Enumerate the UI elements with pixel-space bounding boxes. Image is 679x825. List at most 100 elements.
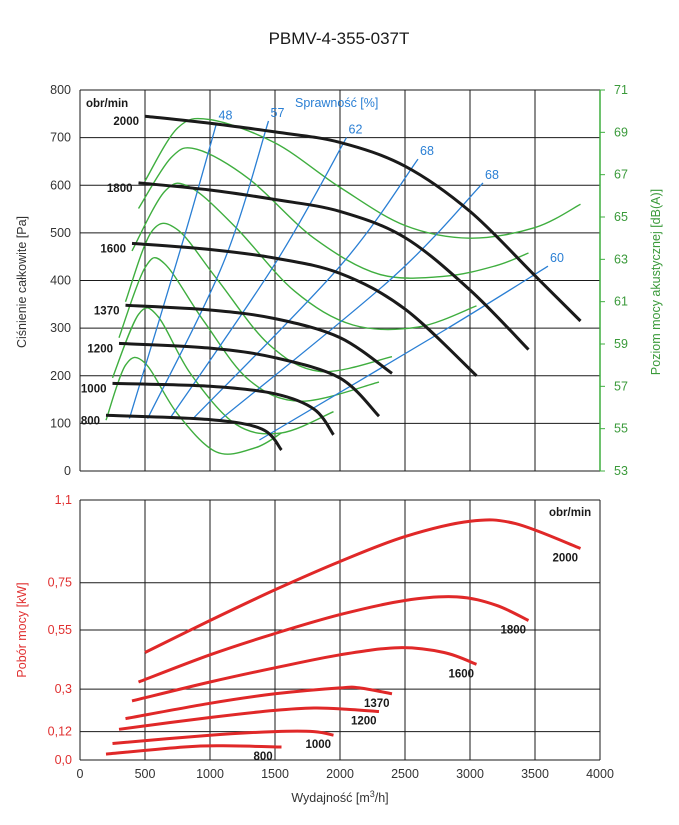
pressure-y-tick-label: 300 bbox=[50, 321, 71, 335]
power-y-tick-label: 0,12 bbox=[48, 725, 72, 739]
x-tick-label: 1000 bbox=[196, 767, 224, 781]
pressure-y-tick-label: 600 bbox=[50, 178, 71, 192]
pressure-y-tick-label: 700 bbox=[50, 131, 71, 145]
x-axis-label-sup: 3 bbox=[370, 789, 375, 799]
sound-y-tick-label: 53 bbox=[614, 464, 628, 478]
power-curve-label-1370: 1370 bbox=[364, 698, 390, 710]
sound-y-tick-label: 55 bbox=[614, 422, 628, 436]
pressure-curve-800 bbox=[105, 413, 283, 452]
efficiency-line-0 bbox=[128, 123, 218, 419]
sound-y-tick-label: 63 bbox=[614, 252, 628, 266]
x-axis-label-text: Wydajność [m bbox=[291, 791, 369, 805]
efficiency-line-2 bbox=[169, 137, 348, 419]
pressure-y-tick-label: 200 bbox=[50, 369, 71, 383]
x-tick-label: 3000 bbox=[456, 767, 484, 781]
pressure-curve-1200 bbox=[118, 341, 381, 418]
sound-y-tick-label: 71 bbox=[614, 83, 628, 97]
pressure-curve-label-1600: 1600 bbox=[100, 243, 126, 255]
sound-y-tick-label: 65 bbox=[614, 210, 628, 224]
sound-y-tick-label: 67 bbox=[614, 168, 628, 182]
pressure-curve-1800 bbox=[138, 181, 530, 351]
efficiency-line-4 bbox=[219, 182, 484, 421]
efficiency-value-label: 68 bbox=[420, 144, 434, 158]
pressure-curve-1600 bbox=[131, 241, 478, 377]
pressure-curve-1000 bbox=[112, 381, 335, 436]
efficiency-label: Sprawność [%] bbox=[295, 96, 378, 110]
power-curve-label-800: 800 bbox=[254, 751, 273, 763]
power-curve-1800 bbox=[137, 595, 530, 684]
sound-y-axis-label: Poziom mocy akustycznej [dB(A)] bbox=[649, 189, 663, 375]
pressure-y-tick-label: 500 bbox=[50, 226, 71, 240]
power-curve-2000 bbox=[144, 518, 582, 654]
power-y-tick-label: 1,1 bbox=[55, 493, 72, 507]
sound-y-tick-label: 69 bbox=[614, 125, 628, 139]
power-chart: 0,0 0,12 0,3 0,55 0,75 1,1 0 500 1000 1500 2000 250… bbox=[15, 493, 614, 805]
x-tick-label: 0 bbox=[77, 767, 84, 781]
x-tick-label: 4000 bbox=[586, 767, 614, 781]
sound-power-curves bbox=[105, 117, 581, 455]
pressure-grid bbox=[79, 89, 601, 472]
x-tick-label: 3500 bbox=[521, 767, 549, 781]
power-curve-1000 bbox=[112, 729, 334, 745]
pressure-curve-label-2000: 2000 bbox=[113, 116, 139, 128]
pressure-y-tick-label: 0 bbox=[64, 464, 71, 478]
power-y-axis-label: Pobór mocy [kW] bbox=[15, 582, 29, 677]
pressure-y-tick-label: 100 bbox=[50, 416, 71, 430]
sound-y-tick-label: 59 bbox=[614, 337, 628, 351]
pressure-curve-1370 bbox=[125, 303, 393, 375]
power-curve-800 bbox=[105, 744, 282, 756]
pressure-rpm-header: obr/min bbox=[86, 98, 128, 110]
sound-y-tick-label: 61 bbox=[614, 295, 628, 309]
efficiency-line-5 bbox=[259, 265, 549, 441]
power-axis-ticks: 0,0 0,12 0,3 0,55 0,75 1,1 0 500 1000 1500 2000 250… bbox=[48, 493, 614, 781]
efficiency-line-1 bbox=[147, 120, 270, 419]
power-curve-1600 bbox=[131, 646, 478, 703]
x-axis-label-end: /h] bbox=[375, 791, 389, 805]
pressure-curve-label-1800: 1800 bbox=[107, 183, 133, 195]
sound-curve-1800 bbox=[137, 147, 529, 279]
sound-curve-800 bbox=[105, 356, 282, 455]
sound-curve-1000 bbox=[111, 307, 334, 435]
power-curve-label-1600: 1600 bbox=[449, 668, 475, 680]
x-tick-label: 500 bbox=[135, 767, 156, 781]
pressure-curve-2000 bbox=[144, 114, 582, 323]
sound-y-tick-label: 57 bbox=[614, 379, 628, 393]
x-axis-label: Wydajność [m3/h] bbox=[291, 789, 388, 805]
efficiency-lines: 48 57 62 68 68 60 bbox=[128, 106, 564, 441]
power-curve-label-1000: 1000 bbox=[306, 739, 332, 751]
pressure-curve-labels: 2000 1800 1600 1370 1200 1000 800 bbox=[81, 116, 139, 427]
efficiency-value-label: 60 bbox=[550, 251, 564, 265]
pressure-chart: 48 57 62 68 68 60 0 100 200 300 400 500 600 700 800 53… bbox=[15, 83, 663, 478]
x-tick-label: 2500 bbox=[391, 767, 419, 781]
power-curve-1200 bbox=[118, 706, 380, 731]
power-curve-1370 bbox=[125, 685, 393, 721]
sound-curve-1600 bbox=[131, 182, 477, 331]
power-curve-label-1200: 1200 bbox=[351, 716, 377, 728]
efficiency-value-label: 57 bbox=[271, 106, 285, 120]
x-tick-label: 1500 bbox=[261, 767, 289, 781]
efficiency-value-label: 62 bbox=[349, 123, 363, 137]
power-y-tick-label: 0,75 bbox=[48, 576, 72, 590]
power-curve-label-1800: 1800 bbox=[501, 625, 527, 637]
power-y-tick-label: 0,0 bbox=[55, 753, 72, 767]
power-y-tick-label: 0,3 bbox=[55, 682, 72, 696]
pressure-curves bbox=[105, 114, 582, 452]
pressure-y-axis-label: Ciśnienie całkowite [Pa] bbox=[15, 216, 29, 348]
pressure-curve-label-1000: 1000 bbox=[81, 383, 107, 395]
efficiency-line-3 bbox=[192, 158, 419, 420]
pressure-curve-label-1200: 1200 bbox=[87, 343, 113, 355]
efficiency-value-label: 68 bbox=[485, 168, 499, 182]
power-y-tick-label: 0,55 bbox=[48, 623, 72, 637]
efficiency-value-label: 48 bbox=[219, 108, 233, 122]
x-tick-label: 2000 bbox=[326, 767, 354, 781]
pressure-y-tick-label: 800 bbox=[50, 83, 71, 97]
chart-title: PBMV-4-355-037T bbox=[269, 29, 410, 48]
power-rpm-header: obr/min bbox=[549, 507, 591, 519]
power-curve-label-2000: 2000 bbox=[553, 552, 579, 564]
pressure-y-tick-label: 400 bbox=[50, 274, 71, 288]
pressure-curve-label-1370: 1370 bbox=[94, 305, 120, 317]
power-curves bbox=[105, 518, 582, 756]
pressure-curve-label-800: 800 bbox=[81, 415, 100, 427]
pressure-axis-ticks: 0 100 200 300 400 500 600 700 800 53 55 57 59 61 63 65 6… bbox=[50, 83, 628, 478]
